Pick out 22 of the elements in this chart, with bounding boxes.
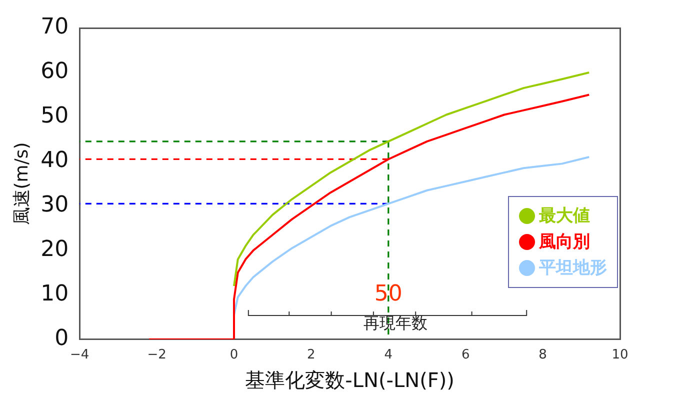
y-tick-label: 20 xyxy=(40,237,69,262)
legend-label: 平坦地形 xyxy=(539,257,607,280)
y-tick-label: 30 xyxy=(40,192,69,218)
y-axis-title: 風速(m/s) xyxy=(11,142,32,226)
y-tick-label: 10 xyxy=(40,282,69,307)
x-tick-label: −2 xyxy=(147,348,166,363)
x-tick-label: 8 xyxy=(538,348,547,363)
x-axis-title: 基準化変数-LN(-LN(F)) xyxy=(245,368,454,392)
y-tick-label: 70 xyxy=(40,14,69,40)
annotation: 再現年数 xyxy=(364,313,428,332)
x-tick-label: 4 xyxy=(384,348,393,363)
legend-label: 最大値 xyxy=(539,205,590,228)
annotation: 50 xyxy=(374,282,402,307)
y-tick-label: 40 xyxy=(40,148,69,174)
legend-label: 風向別 xyxy=(539,231,590,254)
x-tick-label: 6 xyxy=(461,348,470,363)
x-tick-label: 10 xyxy=(612,348,628,363)
y-tick-label: 50 xyxy=(40,104,69,129)
x-tick-label: 2 xyxy=(307,348,316,363)
y-tick-label: 60 xyxy=(40,59,69,84)
x-tick-label: 0 xyxy=(230,348,238,363)
x-tick-label: −4 xyxy=(70,348,90,363)
